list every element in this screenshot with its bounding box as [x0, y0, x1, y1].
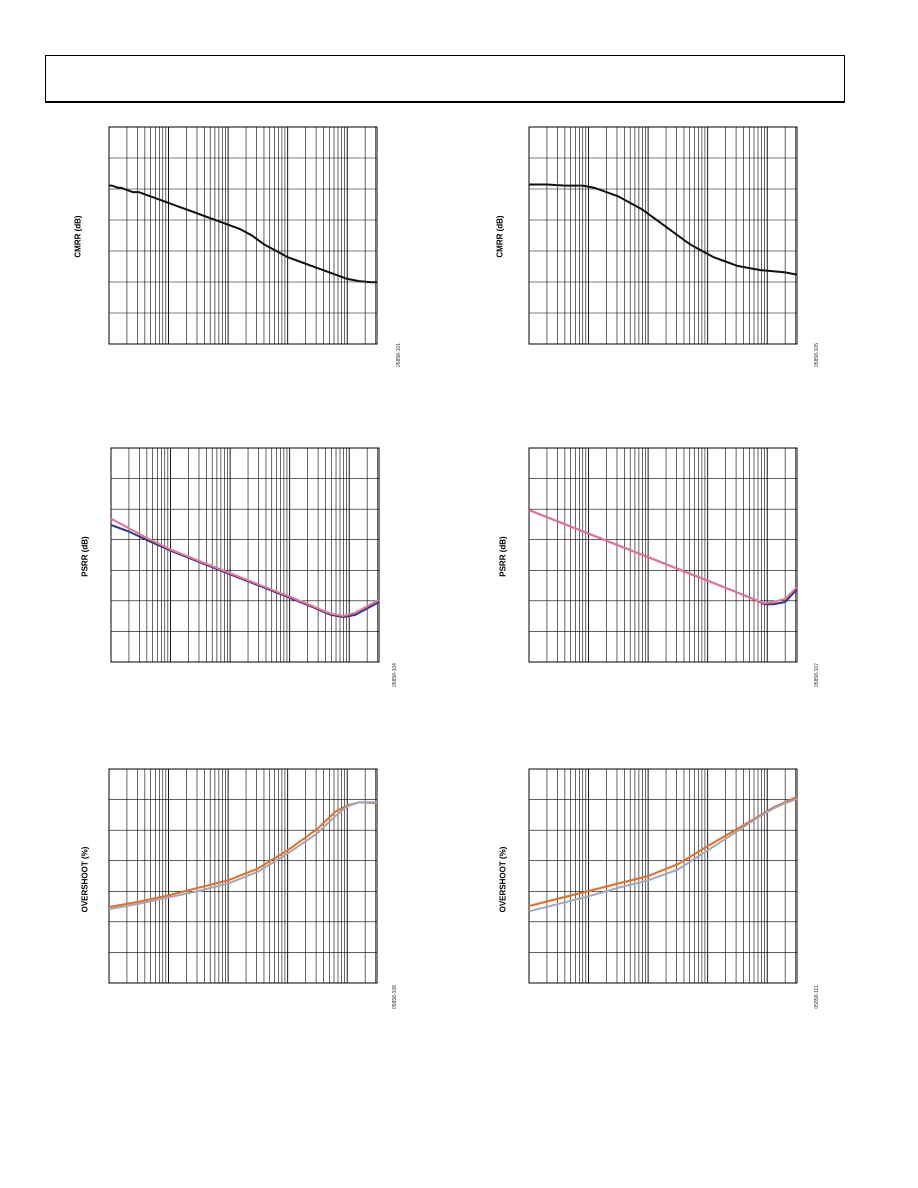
series-line [528, 798, 798, 913]
figure-id: 05858-105 [814, 343, 820, 367]
y-axis-label: OVERSHOOT (%) [80, 846, 90, 913]
figure-id: 05858-107 [814, 663, 820, 687]
grid [528, 127, 797, 344]
series-line [528, 795, 798, 907]
y-axis-label: PSRR (dB) [498, 536, 508, 577]
plot-area [528, 126, 798, 345]
figure-id: 05858-108 [392, 985, 398, 1009]
chart-panel: OVERSHOOT (%) 05858-111 [480, 760, 830, 1020]
series-line [109, 184, 377, 284]
grid [528, 769, 797, 983]
chart-panel: PSRR (dB) 05858-107 [480, 440, 830, 700]
chart-panel: CMRR (dB) 05858-105 [480, 120, 830, 380]
grid [108, 127, 377, 344]
grid [528, 448, 797, 662]
plot-frame [528, 768, 798, 984]
chart-panel: OVERSHOOT (%) 05858-108 [60, 760, 410, 1020]
figure-id: 05858-111 [814, 985, 820, 1009]
y-axis-label: CMRR (dB) [73, 215, 83, 258]
series-line [529, 183, 798, 276]
chart-panel: PSRR (dB) 05858-104 [60, 440, 410, 700]
grid [110, 448, 379, 662]
plot-frame [110, 447, 380, 663]
series-line [108, 801, 377, 911]
plot-area [108, 768, 378, 984]
y-axis-label: PSRR (dB) [80, 536, 90, 577]
y-axis-label: OVERSHOOT (%) [498, 846, 508, 913]
plot-area [528, 768, 798, 984]
y-axis-label: CMRR (dB) [495, 215, 505, 258]
figure-id: 05858-104 [392, 663, 398, 687]
plot-area [528, 447, 798, 663]
chart-panel: CMRR (dB) 05858-101 [60, 120, 410, 380]
plot-area [108, 126, 378, 345]
plot-frame [108, 768, 378, 984]
plot-frame [528, 447, 798, 663]
series-line [528, 509, 798, 605]
series-line [528, 509, 798, 606]
plot-frame [528, 126, 798, 345]
series-line [110, 517, 380, 618]
series-line [110, 524, 380, 619]
figure-id: 05858-101 [396, 343, 402, 367]
page-header-box [45, 55, 845, 103]
grid [108, 769, 377, 983]
plot-area [110, 447, 380, 663]
plot-frame [108, 126, 378, 345]
